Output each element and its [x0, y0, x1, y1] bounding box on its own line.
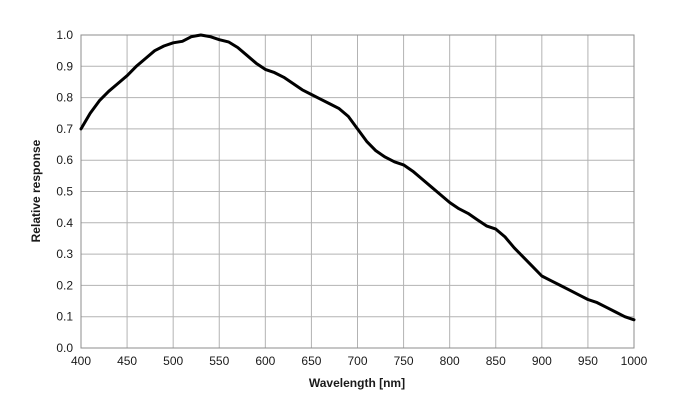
x-tick-label: 450	[117, 354, 137, 368]
x-tick-label: 750	[394, 354, 414, 368]
grid	[80, 34, 635, 349]
x-tick-label: 850	[486, 354, 506, 368]
x-axis-ticks: 400 450 500 550 600 650 700 750 800 850 900 950 1000	[71, 354, 648, 368]
y-tick-label: 0.2	[56, 278, 73, 292]
x-tick-label: 550	[209, 354, 229, 368]
y-tick-label: 0.7	[56, 122, 73, 136]
y-tick-label: 0.1	[56, 310, 73, 324]
y-axis-ticks: 0.0 0.1 0.2 0.3 0.4 0.5 0.6 0.7 0.8 0.9 1.0	[56, 28, 73, 355]
x-tick-label: 400	[71, 354, 91, 368]
x-tick-label: 900	[532, 354, 552, 368]
y-tick-label: 0.6	[56, 153, 73, 167]
x-tick-label: 1000	[621, 354, 648, 368]
y-axis-title: Relative response	[29, 139, 43, 242]
y-tick-label: 0.5	[56, 185, 73, 199]
x-tick-label: 950	[578, 354, 598, 368]
y-tick-label: 0.0	[56, 341, 73, 355]
x-axis-title: Wavelength [nm]	[309, 376, 405, 390]
plot-area	[80, 34, 635, 349]
x-tick-label: 650	[301, 354, 321, 368]
y-tick-label: 0.3	[56, 247, 73, 261]
x-tick-label: 800	[440, 354, 460, 368]
x-tick-label: 500	[163, 354, 183, 368]
x-tick-label: 600	[255, 354, 275, 368]
y-tick-label: 0.4	[56, 216, 73, 230]
y-tick-label: 1.0	[56, 28, 73, 42]
y-tick-label: 0.9	[56, 59, 73, 73]
response-curve	[79, 33, 636, 322]
x-tick-label: 700	[347, 354, 367, 368]
y-tick-label: 0.8	[56, 91, 73, 105]
